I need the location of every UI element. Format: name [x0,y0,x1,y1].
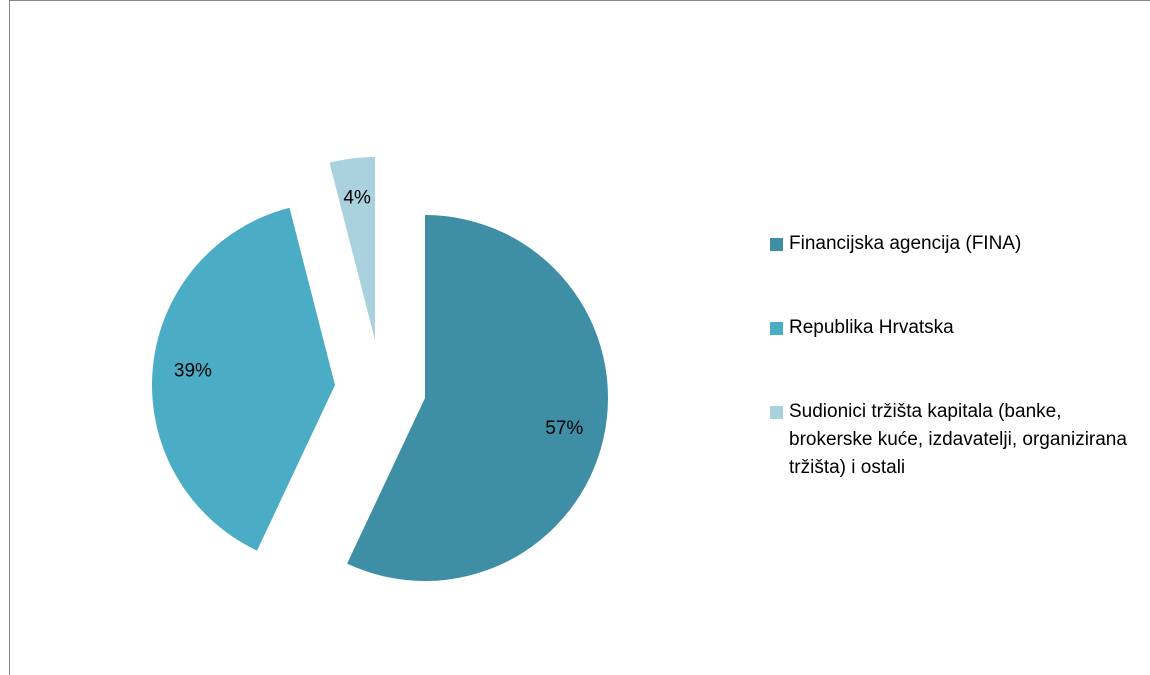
pie-slice [347,215,608,581]
pie-slice [151,207,335,551]
legend-swatch [770,238,783,251]
legend: Financijska agencija (FINA) Republika Hrv… [770,230,1145,538]
legend-item: Republika Hrvatska [770,314,1145,342]
legend-label: Republika Hrvatska [789,317,954,338]
legend-label: Sudionici tržišta kapitala (banke, broke… [789,401,1127,478]
data-label: 39% [174,361,212,382]
legend-item: Financijska agencija (FINA) [770,230,1145,258]
legend-swatch [770,322,783,335]
pie-slice [329,157,375,340]
data-label: 57% [545,418,583,439]
legend-item: Sudionici tržišta kapitala (banke, broke… [770,398,1145,482]
legend-swatch [770,406,783,419]
legend-label: Financijska agencija (FINA) [789,233,1022,254]
data-label: 4% [343,187,371,208]
chart-border [9,0,1150,675]
